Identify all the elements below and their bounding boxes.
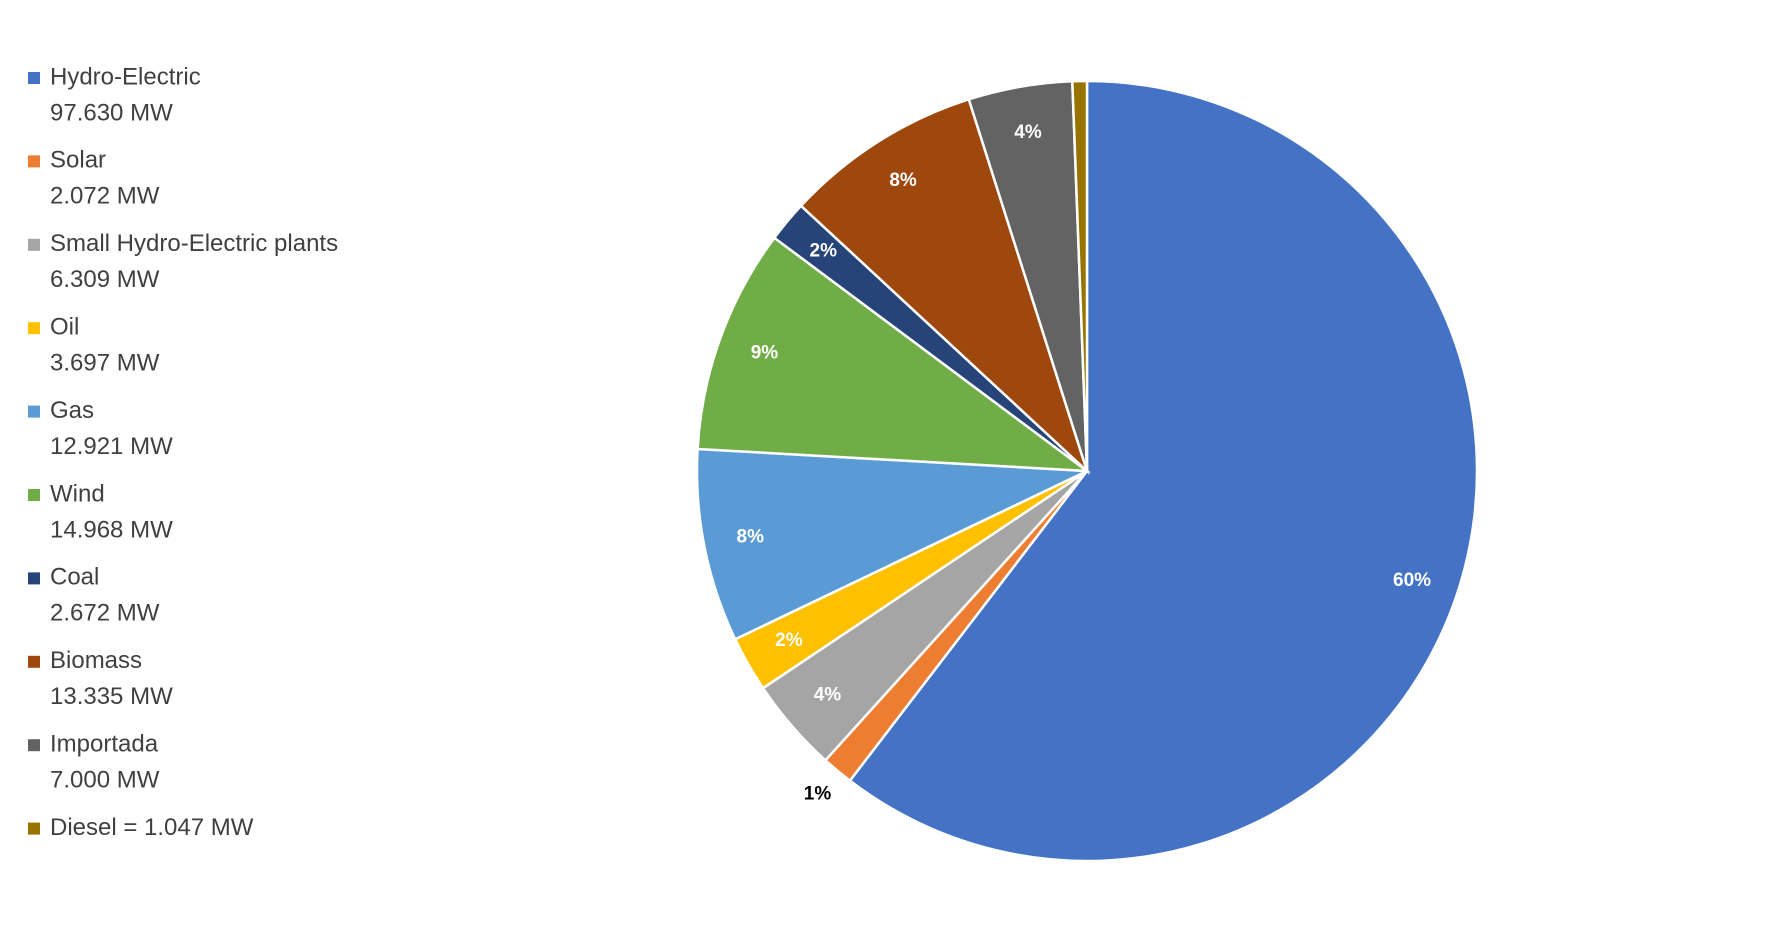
legend-label: Gas	[50, 397, 94, 424]
legend-sublabel: 3.697 MW	[50, 350, 160, 377]
data-label: 9%	[751, 343, 779, 364]
legend-swatch	[28, 322, 40, 335]
legend-swatch	[28, 155, 40, 168]
data-label: 60%	[1393, 570, 1431, 591]
legend-sublabel: 2.072 MW	[50, 183, 160, 210]
legend-swatch	[28, 822, 40, 835]
legend-swatch	[28, 739, 40, 752]
legend-sublabel: 97.630 MW	[50, 99, 173, 126]
legend-label: Wind	[50, 480, 105, 507]
legend-sublabel: 14.968 MW	[50, 516, 173, 543]
data-label: 4%	[814, 685, 842, 706]
legend-swatch	[28, 405, 40, 418]
legend-label: Coal	[50, 564, 99, 591]
data-label: 1%	[804, 784, 832, 805]
legend-sublabel: 6.309 MW	[50, 266, 160, 293]
data-label: 4%	[1014, 122, 1042, 143]
pie-slice	[848, 79, 1479, 863]
legend-label: Biomass	[50, 647, 142, 674]
pie-slice	[696, 236, 1092, 473]
data-label: 2%	[810, 240, 838, 261]
data-label: 8%	[889, 170, 917, 191]
pie-slice	[799, 97, 1090, 476]
legend-label: Oil	[50, 314, 79, 341]
legend-swatch	[28, 238, 40, 251]
pie-slice	[1071, 79, 1089, 472]
data-label: 8%	[737, 526, 765, 547]
legend-sublabel: 12.921 MW	[50, 433, 173, 460]
legend-swatch	[28, 489, 40, 501]
legend-swatch	[28, 655, 40, 668]
legend-label: Hydro-Electric	[50, 63, 201, 90]
legend-swatch	[28, 572, 40, 585]
legend-label: Diesel = 1.047 MW	[50, 814, 254, 841]
pie-slice	[695, 447, 1088, 641]
legend-label: Small Hydro-Electric plants	[50, 230, 338, 257]
legend-label: Solar	[50, 147, 106, 174]
legend-sublabel: 7.000 MW	[50, 767, 160, 794]
legend-label: Importada	[50, 731, 159, 758]
legend-sublabel: 13.335 MW	[50, 683, 173, 710]
legend-sublabel: 2.672 MW	[50, 600, 160, 627]
legend-swatch	[28, 72, 40, 84]
data-label: 2%	[775, 630, 803, 651]
